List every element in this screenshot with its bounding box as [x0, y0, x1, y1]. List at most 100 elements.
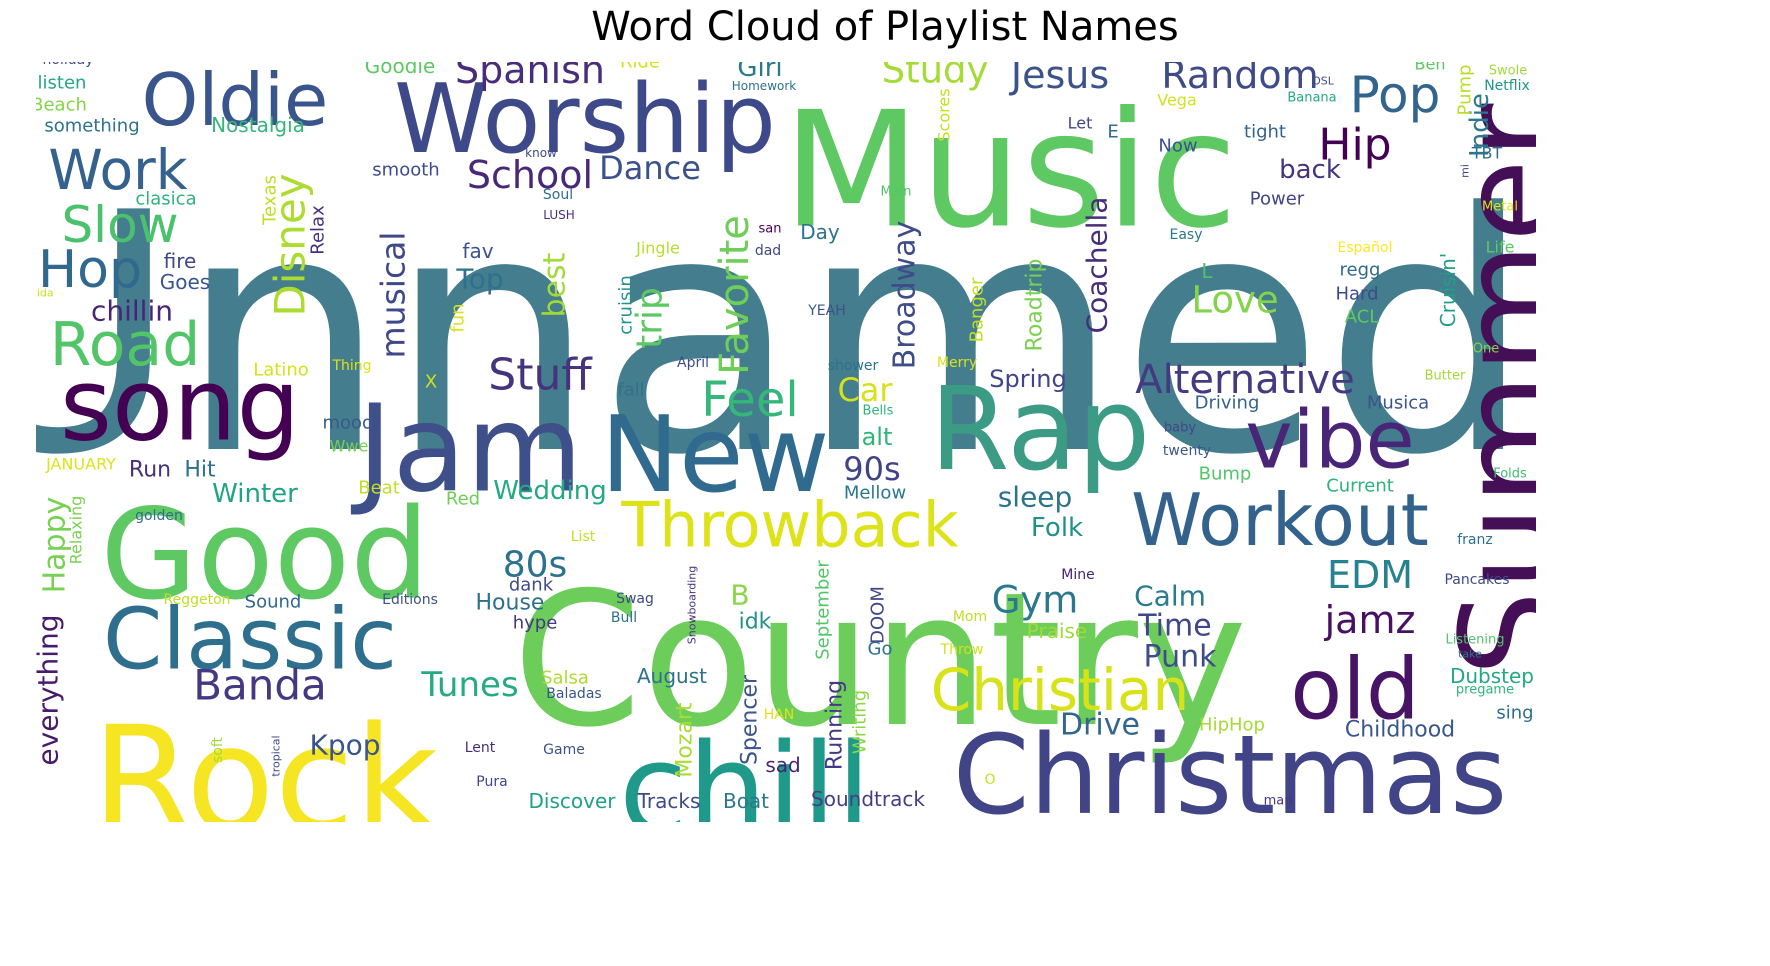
word-reggeton: Reggeton [163, 592, 230, 608]
word-august: August [637, 664, 707, 688]
word-coachella: Coachella [1081, 197, 1114, 334]
word-dance: Dance [599, 149, 701, 187]
word-pura: Pura [476, 774, 507, 790]
word-netflix: Netflix [1484, 78, 1530, 94]
word-gym: Gym [992, 579, 1079, 622]
word-swag: Swag [616, 591, 654, 607]
word-girl: Girl [737, 62, 782, 83]
word-idk: idk [739, 610, 772, 635]
word-new: New [600, 394, 829, 516]
word-butter: Butter [1425, 369, 1466, 384]
word-country: Country [513, 552, 1248, 768]
word-current: Current [1326, 476, 1394, 497]
word-bull: Bull [611, 610, 637, 626]
word-goes: Goes [160, 270, 210, 294]
word-know: know [525, 146, 557, 160]
word-banda: Banda [193, 661, 327, 710]
word-workout: Workout [1131, 478, 1429, 562]
word-tunes: Tunes [420, 665, 518, 705]
word-man: man [1264, 794, 1293, 809]
word-editions: Editions [382, 592, 438, 608]
word-alt: alt [862, 423, 893, 451]
word-now: Now [1158, 136, 1197, 157]
word-hiphop: HipHop [1199, 715, 1265, 736]
word-pop: Pop [1350, 66, 1441, 124]
word-dank: dank [509, 575, 554, 596]
word-classic: Classic [103, 591, 397, 690]
word-dubstep: Dubstep [1450, 664, 1534, 688]
word-spanish: Spanish [455, 62, 605, 92]
word-80s: 80s [503, 545, 568, 586]
word-indie: Indie [1465, 93, 1495, 157]
word-scores: Scores [935, 88, 954, 141]
word-snowboarding: Snowboarding [686, 566, 699, 644]
word-discover: Discover [529, 789, 617, 813]
word-b: B [730, 579, 749, 612]
word-list: List [571, 529, 596, 545]
word-listening: Listening [1445, 633, 1504, 648]
word-chill: chill [619, 718, 871, 823]
word-time: Time [1137, 609, 1211, 644]
word-musical: musical [374, 232, 413, 359]
word-holiday: holiday [43, 62, 94, 68]
word-love: Love [1191, 279, 1278, 322]
word-beach: Beach [36, 95, 87, 116]
word-fav: fav [462, 239, 493, 263]
word-good: Good [100, 483, 429, 628]
word-mine: Mine [1061, 567, 1094, 583]
word-top: Top [455, 263, 503, 296]
word-bells: Bells [863, 404, 894, 419]
word-game: Game [543, 742, 585, 758]
word-unnamed: Unnamed [36, 143, 1533, 527]
word-mood: mood [323, 413, 374, 434]
word-baladas: Baladas [546, 686, 601, 702]
word-homework: Homework [732, 79, 797, 93]
word-90s: 90s [843, 450, 900, 488]
word-praise: Praise [1027, 619, 1087, 643]
word-stuff: Stuff [488, 350, 593, 401]
word-soul: Soul [543, 187, 573, 203]
word-ben: Ben [1415, 62, 1446, 74]
word-swole: Swole [1489, 64, 1527, 79]
word-january: JANUARY [45, 455, 116, 474]
word-favorite: Favorite [712, 215, 758, 375]
word-lush: LUSH [543, 208, 575, 222]
word-bump: Bump [1199, 464, 1252, 485]
word-shower: shower [828, 358, 879, 374]
word-sleep: sleep [998, 481, 1073, 514]
word-x: X [425, 372, 437, 393]
word-punk: Punk [1144, 640, 1218, 675]
word-house: House [476, 591, 545, 616]
word-fire: fire [164, 249, 197, 273]
word-song: song [60, 347, 300, 464]
word-nostalgia: Nostalgia [211, 113, 305, 137]
word-han: HAN [764, 707, 795, 723]
word-work: Work [48, 138, 187, 202]
word-vega: Vega [1157, 91, 1197, 110]
word-day: Day [800, 220, 840, 244]
word-april: April [677, 355, 709, 371]
word-school: School [467, 153, 593, 197]
word-drive: Drive [1060, 708, 1140, 743]
word-worship: Worship [394, 65, 776, 175]
word-beat: Beat [358, 478, 400, 499]
word-pregame: pregame [1456, 683, 1514, 698]
word-spencer: Spencer [738, 674, 763, 765]
word-mi: mi [1459, 164, 1472, 178]
word-jamz: jamz [1324, 598, 1416, 642]
word-trip: trip [630, 287, 671, 349]
word-take: take [1458, 648, 1482, 661]
word-relax: Relax [308, 205, 329, 255]
word-jam: Jam [350, 381, 583, 520]
word-lent: Lent [465, 740, 496, 756]
word-music: Music [782, 77, 1237, 264]
word-back: back [1279, 155, 1341, 185]
word-everything: everything [36, 614, 65, 765]
word-tracks: Tracks [637, 789, 701, 813]
word-merry: Merry [937, 355, 977, 371]
word-go: Go [868, 639, 893, 660]
word-easy: Easy [1169, 227, 1202, 243]
word-fun: fun [448, 303, 469, 332]
word-clasica: clasica [135, 189, 196, 210]
word-hype: hype [513, 613, 558, 634]
